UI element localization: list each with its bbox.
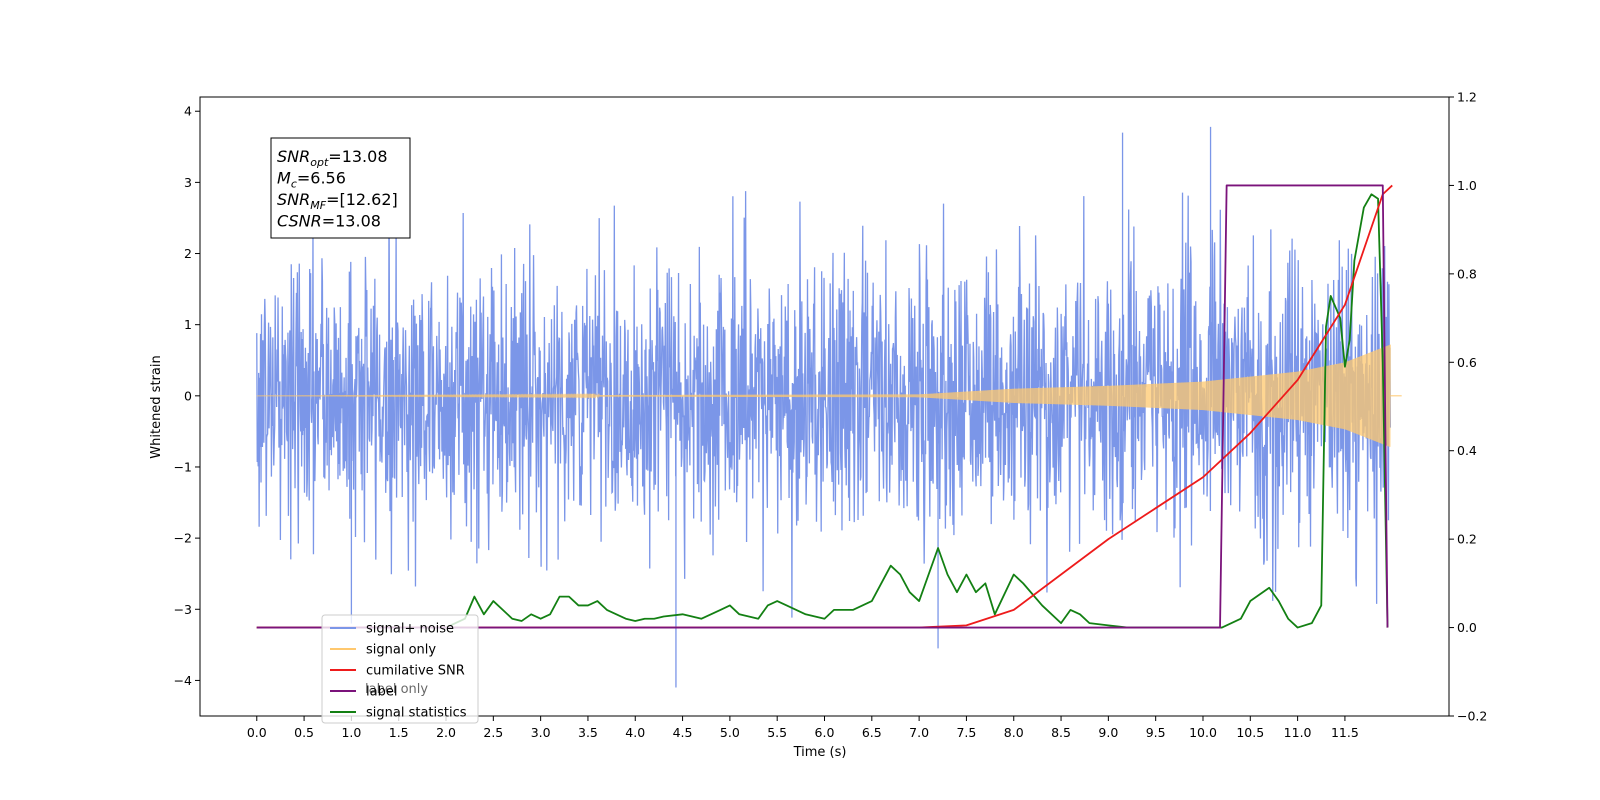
y2-tick-label: 1.2	[1457, 90, 1477, 105]
y2-tick-label: −0.2	[1457, 709, 1487, 724]
y2-tick-label: 0.6	[1457, 355, 1477, 370]
y-tick-label: 3	[184, 175, 192, 190]
y-tick-label: 4	[184, 104, 192, 119]
x-tick-label: 5.0	[720, 725, 740, 740]
x-tick-label: 9.0	[1098, 725, 1118, 740]
y-tick-label: 0	[184, 388, 192, 403]
y2-tick-label: 0.8	[1457, 266, 1477, 281]
y-tick-label: 2	[184, 246, 192, 261]
annotation-value: =[12.62]	[326, 190, 398, 209]
y2-tick-label: 0.0	[1457, 620, 1477, 635]
x-tick-label: 6.0	[815, 725, 835, 740]
x-tick-label: 0.0	[247, 725, 267, 740]
legend: label only signal+ noise signal only cumila…	[321, 614, 479, 724]
annotation-value: =13.08	[328, 147, 387, 166]
x-tick-label: 11.0	[1284, 725, 1312, 740]
x-tick-label: 1.5	[389, 725, 409, 740]
x-tick-label: 8.0	[1004, 725, 1024, 740]
series-signal-only-line	[256, 344, 1391, 447]
x-tick-label: 9.5	[1146, 725, 1166, 740]
series-label-line	[256, 184, 1389, 629]
annotation-line: SNRopt=13.08	[277, 147, 388, 169]
y-tick-label: −3	[174, 602, 192, 617]
y-tick-label: −1	[174, 459, 192, 474]
y-tick-label: −2	[174, 531, 192, 546]
series-signal-statistics-line	[256, 193, 1389, 629]
x-tick-label: 5.5	[767, 725, 787, 740]
y2-tick-label: 0.2	[1457, 532, 1477, 547]
x-tick-label: 10.5	[1236, 725, 1264, 740]
x-tick-label: 0.5	[294, 725, 314, 740]
series-signal-noise-line	[256, 178, 1391, 618]
annotation-line: CSNR=13.08	[277, 212, 381, 231]
y2-tick-label: 0.4	[1457, 443, 1477, 458]
x-tick-label: 7.0	[909, 725, 929, 740]
annotation-symbol: SNR	[277, 190, 310, 209]
plot-area	[256, 126, 1402, 688]
legend-entry: cumilative SNR	[366, 664, 465, 679]
annotation-subscript: opt	[310, 156, 329, 169]
y-tick-label: −4	[174, 673, 192, 688]
annotation-value: =6.56	[297, 169, 346, 188]
annotation-line: SNRMF=[12.62]	[277, 190, 398, 212]
x-tick-label: 3.5	[578, 725, 598, 740]
axes: 0.0 0.5 1.0 1.5 2.0 2.5 3.0 3.5 4.0 4.5 5.0 5.5 6.0 6…	[174, 90, 1488, 741]
x-tick-label: 6.5	[862, 725, 882, 740]
annotation-frame	[270, 137, 411, 239]
x-tick-label: 8.5	[1051, 725, 1071, 740]
series-cumulative-snr-line	[256, 184, 1393, 629]
x-tick-label: 4.5	[673, 725, 693, 740]
x-tick-label: 3.0	[531, 725, 551, 740]
annotation-box: SNRopt=13.08Mc=6.56SNRMF=[12.62]CSNR=13.…	[270, 137, 411, 239]
legend-entry: signal+ noise	[366, 622, 454, 637]
annotation-value: =13.08	[322, 212, 381, 231]
y-tick-label: 1	[184, 317, 192, 332]
x-tick-label: 11.5	[1331, 725, 1359, 740]
annotation-symbol: SNR	[277, 147, 310, 166]
x-axis-label: Time (s)	[793, 745, 847, 760]
y-axis-label: Whitened strain	[149, 355, 164, 458]
legend-hidden-entry: label only	[365, 682, 428, 697]
annotation-line: Mc=6.56	[277, 169, 346, 191]
annotation-symbol: M	[277, 169, 291, 188]
annotation-symbol: CSNR	[277, 212, 322, 231]
x-tick-label: 7.5	[956, 725, 976, 740]
legend-frame	[321, 614, 479, 724]
legend-entry: label	[366, 685, 397, 700]
x-tick-label: 2.5	[483, 725, 503, 740]
legend-entry: signal statistics	[366, 706, 467, 721]
x-tick-label: 4.0	[625, 725, 645, 740]
legend-entry: signal only	[366, 643, 436, 658]
x-tick-label: 1.0	[341, 725, 361, 740]
x-tick-label: 10.0	[1189, 725, 1217, 740]
x-tick-label: 2.0	[436, 725, 456, 740]
annotation-subscript: MF	[310, 199, 326, 212]
y2-tick-label: 1.0	[1457, 178, 1477, 193]
annotation-subscript: c	[291, 178, 297, 191]
